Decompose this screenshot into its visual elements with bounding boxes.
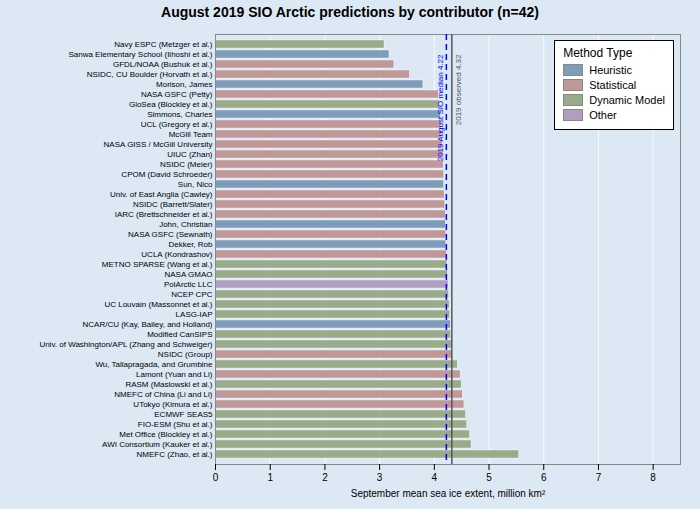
svg-text:8: 8 xyxy=(650,472,656,483)
svg-text:FIO-ESM (Shu et al.): FIO-ESM (Shu et al.) xyxy=(138,420,213,429)
svg-text:RASM (Maslowski et al.): RASM (Maslowski et al.) xyxy=(125,380,212,389)
svg-text:NSIDC (Barrett/Slater): NSIDC (Barrett/Slater) xyxy=(133,200,213,209)
svg-text:NSIDC (Group): NSIDC (Group) xyxy=(158,350,213,359)
svg-text:NCAR/CU (Kay, Bailey, and Holl: NCAR/CU (Kay, Bailey, and Holland) xyxy=(83,320,213,329)
svg-text:NASA GSFC (Sewnath): NASA GSFC (Sewnath) xyxy=(128,230,213,239)
svg-text:METNO SPARSE (Wang et al.): METNO SPARSE (Wang et al.) xyxy=(102,260,213,269)
svg-text:Sanwa Elementary School (Iihos: Sanwa Elementary School (Iihoshi et al.) xyxy=(68,50,212,59)
svg-text:UCL (Gregory et al.): UCL (Gregory et al.) xyxy=(141,120,213,129)
svg-text:5: 5 xyxy=(486,472,492,483)
svg-text:Univ. of Washington/APL (Zhang: Univ. of Washington/APL (Zhang and Schwe… xyxy=(39,340,212,349)
svg-text:GFDL/NOAA (Bushuk et al.): GFDL/NOAA (Bushuk et al.) xyxy=(113,60,213,69)
svg-text:John, Christian: John, Christian xyxy=(159,220,212,229)
svg-text:NASA GSFC (Petty): NASA GSFC (Petty) xyxy=(141,90,213,99)
svg-text:NASA GMAO: NASA GMAO xyxy=(164,270,212,279)
svg-text:Sun, Nico: Sun, Nico xyxy=(178,180,213,189)
svg-text:Lamont (Yuan and Li): Lamont (Yuan and Li) xyxy=(136,370,213,379)
svg-text:0: 0 xyxy=(213,472,219,483)
svg-text:NMEFC (Zhao, et al.): NMEFC (Zhao, et al.) xyxy=(136,450,212,459)
html-text:Dynamic Model: Dynamic Model xyxy=(589,94,665,106)
svg-text:McGill Team: McGill Team xyxy=(169,130,213,139)
svg-text:6: 6 xyxy=(541,472,547,483)
html-text:Other: Other xyxy=(589,109,617,121)
svg-text:7: 7 xyxy=(596,472,602,483)
html-text:Statistical: Statistical xyxy=(589,79,637,91)
svg-text:AWI Consortium (Kauker et al.): AWI Consortium (Kauker et al.) xyxy=(102,440,213,449)
svg-text:ECMWF SEAS5: ECMWF SEAS5 xyxy=(154,410,213,419)
svg-text:GloSea (Blockley et al.): GloSea (Blockley et al.) xyxy=(129,100,213,109)
svg-text:IARC (Brettschneider et al.): IARC (Brettschneider et al.) xyxy=(115,210,213,219)
svg-text:Met Office (Blockley et al.): Met Office (Blockley et al.) xyxy=(119,430,213,439)
svg-text:LASG-IAP: LASG-IAP xyxy=(176,310,213,319)
svg-text:NSIDC, CU Boulder (Horvath et: NSIDC, CU Boulder (Horvath et al.) xyxy=(87,70,213,79)
svg-text:Simmons, Charles: Simmons, Charles xyxy=(147,110,212,119)
svg-text:PolArctic LLC: PolArctic LLC xyxy=(164,280,213,289)
svg-text:September mean sea ice extent,: September mean sea ice extent, million k… xyxy=(351,488,546,499)
svg-text:Morison, James: Morison, James xyxy=(156,80,212,89)
svg-text:UIUC (Zhan): UIUC (Zhan) xyxy=(167,150,213,159)
svg-text:3: 3 xyxy=(377,472,383,483)
svg-text:UC Louvain (Massonnet et al.): UC Louvain (Massonnet et al.) xyxy=(104,300,212,309)
svg-text:NMEFC of China (Li and Li): NMEFC of China (Li and Li) xyxy=(114,390,213,399)
svg-text:NCEP CPC: NCEP CPC xyxy=(171,290,212,299)
html-text:Method Type: Method Type xyxy=(563,46,633,60)
svg-text:Dekker, Rob: Dekker, Rob xyxy=(168,240,213,249)
svg-text:1: 1 xyxy=(267,472,273,483)
html-text:Heuristic: Heuristic xyxy=(589,64,632,76)
svg-text:NSIDC (Meier): NSIDC (Meier) xyxy=(160,160,213,169)
svg-text:Univ. of East Anglia (Cawley): Univ. of East Anglia (Cawley) xyxy=(110,190,213,199)
svg-text:CPOM (David Schroeder): CPOM (David Schroeder) xyxy=(121,170,212,179)
svg-text:Wu, Tallapragada, and Grumbine: Wu, Tallapragada, and Grumbine xyxy=(95,360,213,369)
svg-text:2: 2 xyxy=(322,472,328,483)
svg-text:4: 4 xyxy=(432,472,438,483)
svg-text:UTokyo (Kimura et al.): UTokyo (Kimura et al.) xyxy=(133,400,212,409)
html-text:August 2019 SIO Arctic predict: August 2019 SIO Arctic predictions by co… xyxy=(161,4,539,20)
svg-text:UCLA (Kondrashov): UCLA (Kondrashov) xyxy=(141,250,212,259)
svg-text:NASA GISS / McGill University: NASA GISS / McGill University xyxy=(104,140,213,149)
svg-text:2019 observed 4.32: 2019 observed 4.32 xyxy=(454,54,463,125)
svg-text:2019 August SIO median 4.22: 2019 August SIO median 4.22 xyxy=(436,54,445,161)
svg-text:Navy ESPC (Metzger et al.): Navy ESPC (Metzger et al.) xyxy=(114,40,213,49)
svg-text:Modified CanSIPS: Modified CanSIPS xyxy=(147,330,212,339)
